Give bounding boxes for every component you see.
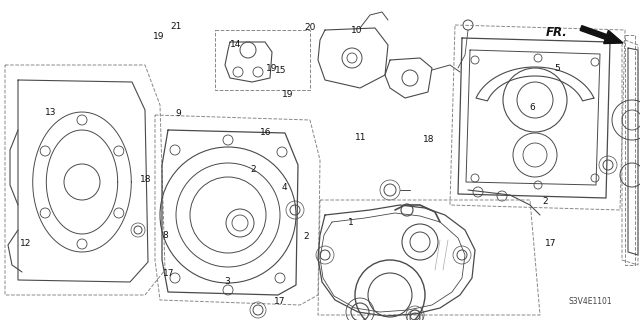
Text: 15: 15 — [275, 66, 286, 75]
Text: 2: 2 — [543, 197, 548, 206]
Text: 19: 19 — [153, 32, 164, 41]
Text: S3V4E1101: S3V4E1101 — [568, 298, 612, 307]
Text: 17: 17 — [163, 269, 174, 278]
Text: 11: 11 — [355, 133, 366, 142]
Text: 18: 18 — [423, 135, 435, 144]
Text: 19: 19 — [282, 90, 294, 99]
Text: 5: 5 — [554, 64, 559, 73]
Text: FR.: FR. — [547, 26, 568, 38]
Text: 4: 4 — [282, 183, 287, 192]
Text: 8: 8 — [163, 231, 168, 240]
Text: 21: 21 — [170, 22, 182, 31]
Text: 17: 17 — [545, 239, 556, 248]
Text: 3: 3 — [225, 277, 230, 286]
Text: 6: 6 — [530, 103, 535, 112]
Text: 14: 14 — [230, 40, 241, 49]
Text: 1: 1 — [348, 218, 353, 227]
Text: 2: 2 — [251, 165, 256, 174]
Text: 13: 13 — [45, 108, 57, 116]
Text: 10: 10 — [351, 26, 363, 35]
Text: 18: 18 — [140, 175, 152, 184]
Text: 16: 16 — [260, 128, 271, 137]
Text: 2: 2 — [303, 232, 308, 241]
Text: 20: 20 — [305, 23, 316, 32]
Text: 12: 12 — [20, 239, 31, 248]
Text: 19: 19 — [266, 64, 278, 73]
FancyArrow shape — [580, 26, 623, 44]
Text: 17: 17 — [274, 297, 285, 306]
Text: 9: 9 — [175, 109, 180, 118]
